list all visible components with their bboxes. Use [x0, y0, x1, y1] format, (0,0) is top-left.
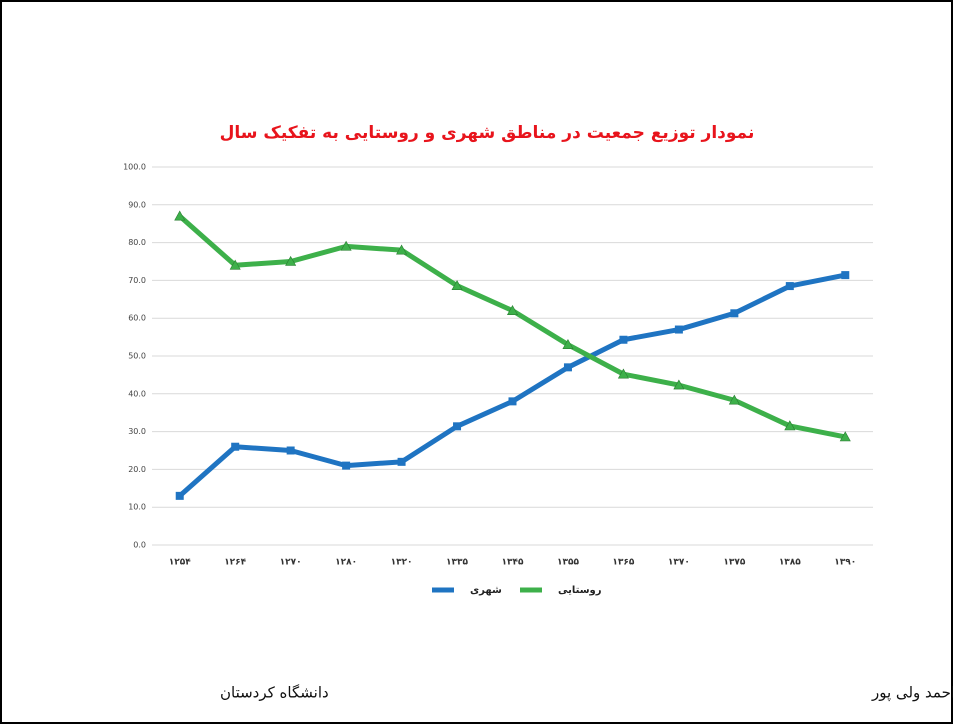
data-point	[506, 305, 519, 315]
y-tick-label: 20.0	[128, 465, 146, 474]
x-tick-label: ۱۳۴۵	[502, 558, 524, 568]
data-point	[231, 442, 240, 451]
data-point	[397, 457, 406, 466]
footer-right: احمد ولی پور	[871, 684, 953, 703]
y-tick-label: 60.0	[128, 314, 146, 323]
data-point	[785, 282, 794, 291]
legend-label: شهری	[470, 585, 502, 596]
data-point	[617, 368, 629, 379]
footer-left: دانشگاه کردستان	[220, 684, 329, 702]
legend-label: روستایی	[558, 585, 602, 596]
y-tick-label: 30.0	[128, 427, 146, 436]
data-point	[451, 280, 463, 290]
y-tick-label: 50.0	[128, 352, 146, 361]
data-point	[174, 210, 186, 221]
data-point	[839, 431, 851, 442]
y-tick-label: 10.0	[128, 503, 146, 512]
y-tick-label: 70.0	[128, 276, 146, 285]
y-tick-label: 0.0	[133, 541, 146, 550]
x-tick-label: ۱۳۹۰	[834, 558, 856, 568]
data-point	[619, 335, 628, 344]
data-point	[674, 325, 683, 334]
data-point	[673, 379, 685, 390]
y-tick-label: 40.0	[128, 389, 146, 398]
x-tick-label: ۱۲۶۴	[224, 558, 246, 568]
data-point	[563, 363, 572, 372]
data-point	[453, 422, 462, 431]
data-point	[562, 339, 574, 349]
data-point	[730, 309, 739, 318]
data-point	[841, 271, 850, 280]
x-tick-label: ۱۳۲۰	[391, 558, 413, 568]
x-tick-label: ۱۳۸۵	[779, 558, 801, 568]
x-tick-label: ۱۳۵۵	[557, 558, 579, 568]
x-tick-label: ۱۳۳۵	[446, 558, 468, 568]
data-point	[229, 259, 241, 270]
data-point	[396, 244, 408, 255]
x-tick-label: ۱۳۷۵	[723, 558, 745, 568]
data-point	[342, 461, 351, 470]
data-point	[784, 420, 796, 431]
data-point	[728, 394, 740, 405]
x-tick-label: ۱۲۸۰	[335, 558, 357, 568]
y-tick-label: 80.0	[128, 238, 146, 247]
chart-title: نمودار توزیع جمعیت در مناطق شهری و روستا…	[220, 123, 755, 143]
y-tick-label: 90.0	[128, 200, 146, 209]
x-tick-label: ۱۳۷۰	[668, 558, 690, 568]
data-point	[175, 491, 184, 500]
y-tick-label: 100.0	[123, 163, 146, 172]
data-point	[340, 240, 352, 251]
x-tick-label: ۱۳۶۵	[612, 558, 634, 568]
x-tick-label: ۱۲۷۰	[280, 558, 302, 568]
data-point	[285, 255, 297, 266]
data-point	[286, 446, 295, 455]
x-tick-label: ۱۲۵۴	[169, 558, 191, 568]
data-point	[508, 397, 517, 406]
